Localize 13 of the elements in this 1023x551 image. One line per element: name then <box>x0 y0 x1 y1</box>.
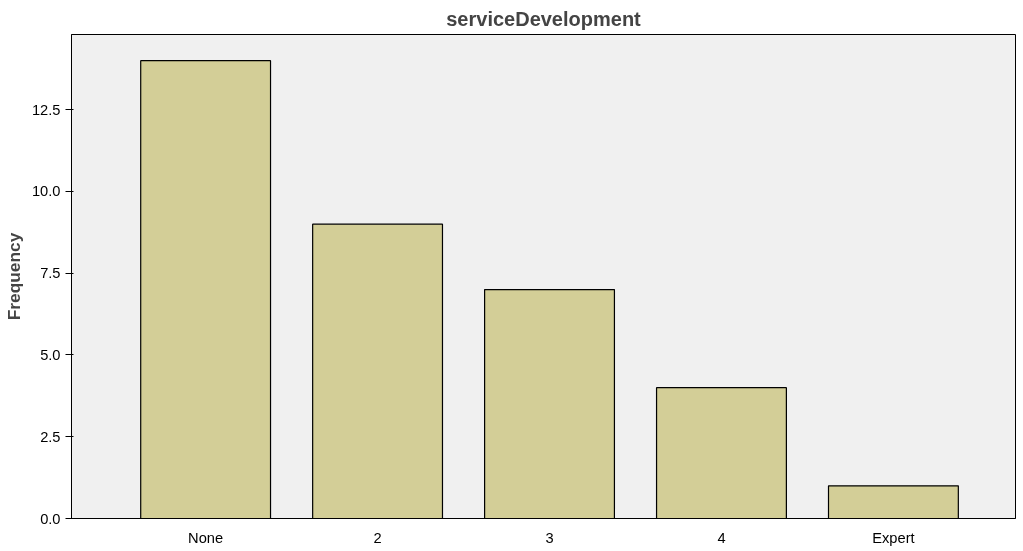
y-tick-label: 2.5 <box>40 428 61 445</box>
y-tick-label: 10.0 <box>31 183 61 200</box>
x-tick-label: 2 <box>373 529 382 546</box>
x-tick-label: 3 <box>545 529 554 546</box>
y-tick-label: 0.0 <box>40 510 61 527</box>
x-tick-label: None <box>188 529 224 546</box>
y-tick-label: 7.5 <box>40 265 61 282</box>
y-tick-label: 12.5 <box>31 101 61 118</box>
y-tick-label: 5.0 <box>40 346 61 363</box>
x-tick-label: 4 <box>717 529 726 546</box>
x-tick-label: Expert <box>872 529 915 546</box>
y-axis-title: Frequency <box>3 232 24 321</box>
chart-title: serviceDevelopment <box>446 7 642 30</box>
